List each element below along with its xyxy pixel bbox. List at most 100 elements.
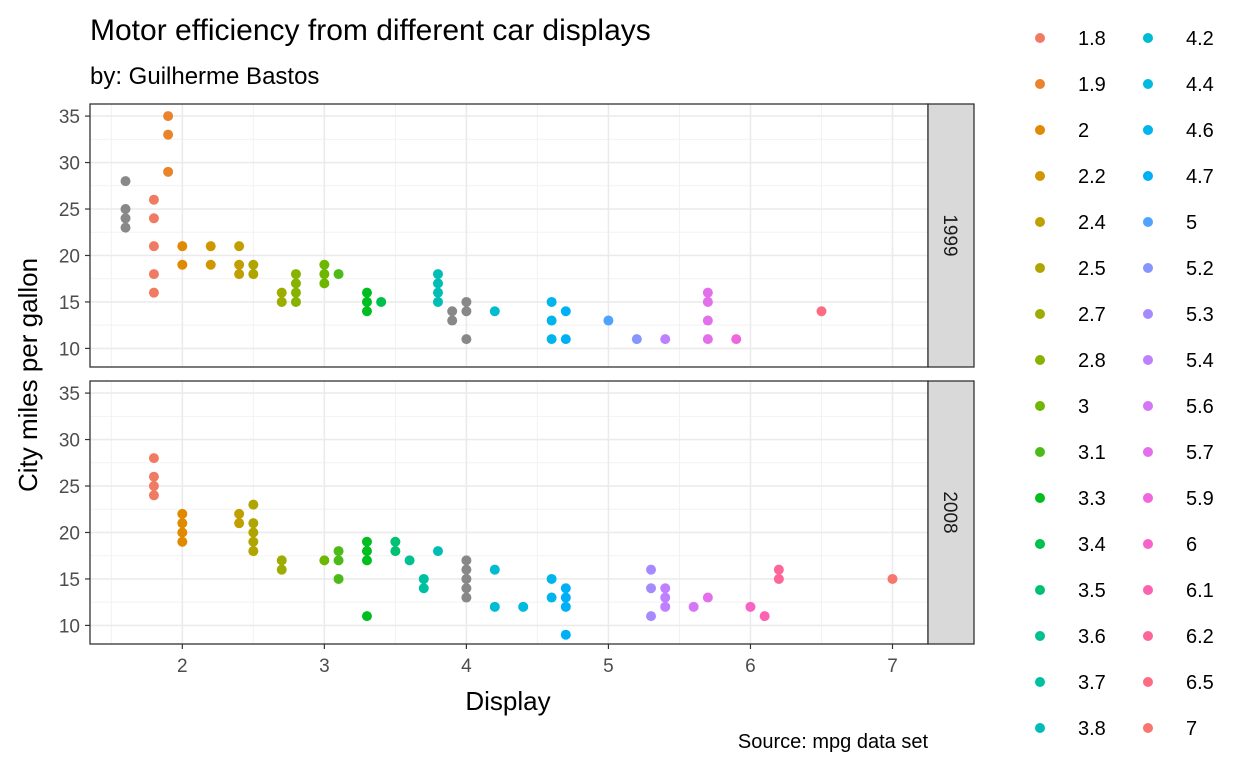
- data-point: [234, 269, 245, 280]
- data-point: [560, 583, 571, 594]
- data-point: [631, 334, 642, 345]
- legend-label: 2.8: [1078, 350, 1106, 372]
- legend-item: 5.2: [1143, 258, 1214, 280]
- legend-item: 1.9: [1035, 74, 1106, 96]
- legend-swatch: [1035, 217, 1045, 227]
- legend-item: 6.1: [1143, 580, 1214, 602]
- legend-swatch: [1143, 263, 1153, 273]
- legend-item: 4.7: [1143, 166, 1214, 188]
- legend-label: 5.2: [1186, 258, 1214, 280]
- legend-label: 3.5: [1078, 580, 1106, 602]
- data-point: [276, 287, 287, 298]
- legend-item: 5.4: [1143, 350, 1214, 372]
- legend-label: 6.5: [1186, 672, 1214, 694]
- data-point: [461, 564, 472, 575]
- data-point: [290, 278, 301, 289]
- legend-item: 2.8: [1035, 350, 1106, 372]
- x-tick-label: 4: [461, 656, 472, 677]
- panel-background: [90, 381, 928, 644]
- legend-swatch: [1143, 355, 1153, 365]
- data-point: [418, 583, 429, 594]
- data-point: [361, 536, 372, 547]
- data-point: [702, 315, 713, 326]
- facet-panels: 10 15 20 25 30 35 1999 10 15 20 25 30 35 2008: [59, 103, 975, 645]
- data-point: [560, 592, 571, 603]
- data-point: [163, 111, 174, 122]
- x-tick-label: 2: [177, 656, 188, 677]
- data-point: [432, 546, 443, 557]
- data-point: [177, 536, 188, 547]
- legend-swatch: [1035, 309, 1045, 319]
- x-tick-label: 6: [745, 656, 756, 677]
- data-point: [702, 592, 713, 603]
- data-point: [163, 166, 174, 177]
- data-point: [319, 259, 330, 270]
- data-point: [148, 194, 159, 205]
- data-point: [290, 287, 301, 298]
- legend-item: 3.7: [1035, 672, 1106, 694]
- legend-item: 2.5: [1035, 258, 1106, 280]
- legend-swatch: [1035, 401, 1045, 411]
- chart-subtitle: by: Guilherme Bastos: [90, 63, 319, 90]
- y-tick-label: 30: [59, 154, 80, 175]
- legend-swatch: [1035, 33, 1045, 43]
- data-point: [546, 573, 557, 584]
- data-point: [234, 518, 245, 529]
- y-tick-label: 30: [59, 431, 80, 452]
- data-point: [489, 306, 500, 317]
- data-point: [319, 555, 330, 566]
- y-tick-label: 35: [59, 384, 80, 405]
- facet-panel-2008: 10 15 20 25 30 35 2008: [59, 380, 975, 645]
- legend-item: 3.5: [1035, 580, 1106, 602]
- legend-swatch: [1143, 539, 1153, 549]
- data-point: [177, 241, 188, 252]
- legend-label: 1.9: [1078, 74, 1106, 96]
- legend-swatch: [1035, 355, 1045, 365]
- data-point: [361, 555, 372, 566]
- legend-swatch: [1035, 677, 1045, 687]
- facet-strip: [927, 103, 975, 368]
- data-point: [234, 241, 245, 252]
- legend-swatch: [1143, 677, 1153, 687]
- y-tick-label: 25: [59, 477, 80, 498]
- data-point: [361, 287, 372, 298]
- data-point: [290, 296, 301, 307]
- data-point: [702, 334, 713, 345]
- legend-swatch: [1035, 171, 1045, 181]
- data-point: [120, 204, 131, 215]
- data-point: [177, 518, 188, 529]
- data-point: [432, 278, 443, 289]
- data-point: [120, 222, 131, 233]
- legend-swatch: [1035, 263, 1045, 273]
- data-point: [546, 592, 557, 603]
- data-point: [248, 518, 259, 529]
- legend-label: 2.7: [1078, 304, 1106, 326]
- legend-item: 4.2: [1143, 28, 1214, 50]
- legend-swatch: [1143, 125, 1153, 135]
- data-point: [177, 527, 188, 538]
- y-tick-label: 35: [59, 107, 80, 128]
- legend-label: 3.8: [1078, 718, 1106, 740]
- data-point: [248, 546, 259, 557]
- y-tick-label: 15: [59, 570, 80, 591]
- data-point: [390, 546, 401, 557]
- data-point: [560, 601, 571, 612]
- data-point: [447, 315, 458, 326]
- data-point: [148, 287, 159, 298]
- data-point: [148, 490, 159, 501]
- legend-item: 6.5: [1143, 672, 1214, 694]
- legend-item: 2.2: [1035, 166, 1106, 188]
- data-point: [205, 241, 216, 252]
- data-point: [120, 213, 131, 224]
- data-point: [702, 287, 713, 298]
- legend-label: 5.6: [1186, 396, 1214, 418]
- data-point: [148, 471, 159, 482]
- legend-label: 3.1: [1078, 442, 1106, 464]
- data-point: [276, 296, 287, 307]
- legend-swatch: [1143, 217, 1153, 227]
- data-point: [560, 629, 571, 640]
- legend-swatch: [1035, 585, 1045, 595]
- y-tick-label: 10: [59, 616, 80, 637]
- legend-swatch: [1035, 723, 1045, 733]
- data-point: [646, 611, 657, 622]
